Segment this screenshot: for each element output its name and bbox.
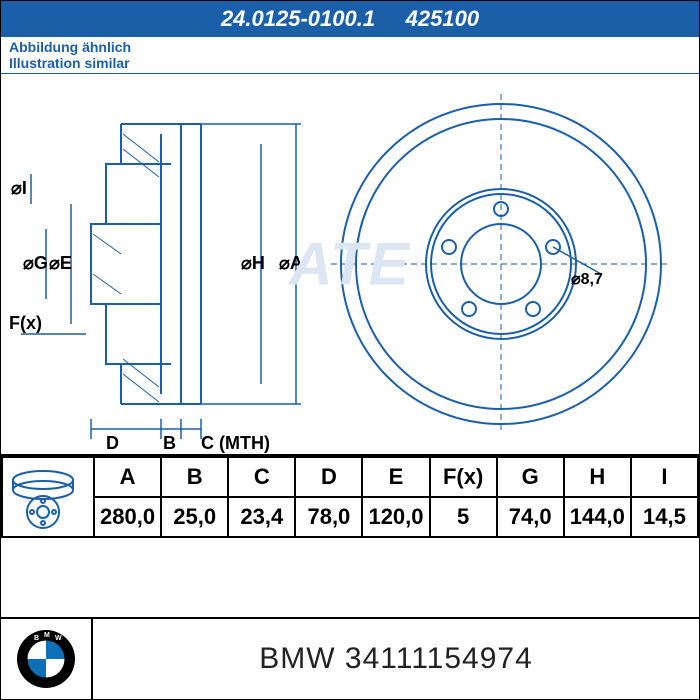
part-ref: 24.0125-0100.1	[221, 6, 375, 31]
label-D: D	[106, 433, 119, 453]
col-E: E	[362, 457, 429, 497]
footer: B M W BMW 34111154974	[1, 617, 699, 699]
product-card: 24.0125-0100.1 425100 Abbildung ähnlich …	[0, 0, 700, 700]
bmw-logo-icon: B M W	[16, 629, 76, 689]
col-D: D	[295, 457, 362, 497]
part-number: BMW 34111154974	[93, 642, 699, 676]
val-F: 5	[430, 497, 497, 537]
label-A: ⌀A	[279, 253, 303, 273]
subheader-en: Illustration similar	[9, 55, 130, 71]
header-bar: 24.0125-0100.1 425100	[1, 1, 699, 37]
label-G: ⌀G	[23, 253, 48, 273]
col-A: A	[94, 457, 161, 497]
col-G: G	[497, 457, 564, 497]
dimension-table: A B C D E F(x) G H I 280,0 25,0 23,4 78,…	[1, 454, 699, 538]
subheader: Abbildung ähnlich Illustration similar	[1, 37, 699, 74]
val-C: 23,4	[228, 497, 295, 537]
table-header-row: A B C D E F(x) G H I	[2, 457, 698, 497]
val-B: 25,0	[161, 497, 228, 537]
label-C: C (MTH)	[201, 433, 270, 453]
col-H: H	[564, 457, 631, 497]
col-B: B	[161, 457, 228, 497]
brand-name: BMW	[259, 642, 335, 675]
oem-number: 34111154974	[345, 642, 533, 675]
val-H: 144,0	[564, 497, 631, 537]
disc-icon	[3, 462, 83, 532]
svg-text:M: M	[44, 632, 50, 639]
label-hole: ⌀8,7	[571, 271, 603, 288]
subheader-de: Abbildung ähnlich	[9, 39, 131, 55]
label-H: ⌀H	[241, 253, 265, 273]
val-D: 78,0	[295, 497, 362, 537]
brand-logo-cell: B M W	[1, 619, 93, 699]
col-F: F(x)	[430, 457, 497, 497]
val-G: 74,0	[497, 497, 564, 537]
label-E: ⌀E	[49, 253, 72, 273]
label-B: B	[163, 433, 176, 453]
col-C: C	[228, 457, 295, 497]
val-E: 120,0	[362, 497, 429, 537]
table-row: 280,0 25,0 23,4 78,0 120,0 5 74,0 144,0 …	[2, 497, 698, 537]
svg-text:W: W	[55, 635, 62, 642]
col-I: I	[631, 457, 698, 497]
val-I: 14,5	[631, 497, 698, 537]
diagram-area: ATE	[1, 74, 699, 454]
val-A: 280,0	[94, 497, 161, 537]
alt-ref: 425100	[406, 6, 479, 31]
label-I: ⌀I	[11, 178, 27, 198]
technical-drawing: ⌀I ⌀G ⌀E ⌀H ⌀A F(x) D B C (MTH)	[1, 74, 700, 454]
svg-text:B: B	[34, 635, 39, 642]
label-Fx: F(x)	[9, 313, 42, 333]
